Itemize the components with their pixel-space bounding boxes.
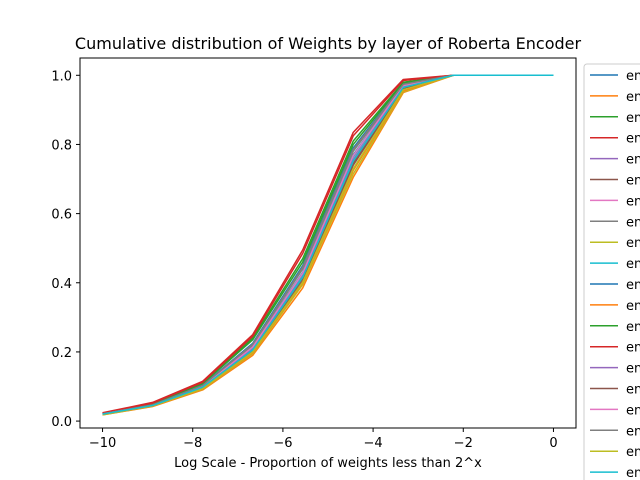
series-line-12	[102, 74, 554, 416]
legend-label-11: en	[626, 278, 640, 293]
y-tick-label-1: 0.0	[51, 415, 72, 430]
x-tick-label-6: 0	[549, 436, 557, 451]
series-line-14	[102, 74, 554, 414]
legend-label-6: en	[626, 174, 640, 189]
y-tick-label-3: 0.4	[51, 277, 72, 292]
y-tick-label-6: 1.0	[51, 69, 72, 84]
legend-label-4: en	[626, 132, 640, 147]
series-line-5	[102, 74, 554, 415]
legend-label-16: en	[626, 383, 640, 398]
y-tick-label-2: 0.2	[51, 346, 72, 361]
series-line-13	[102, 74, 554, 415]
legend-label-5: en	[626, 153, 640, 168]
series-line-19	[102, 74, 554, 416]
series-line-2	[102, 74, 554, 416]
legend-label-7: en	[626, 194, 640, 209]
legend-label-9: en	[626, 236, 640, 251]
series-line-17	[102, 74, 554, 415]
legend-label-3: en	[626, 111, 640, 126]
legend: en en en en en en en en en en en en en en en en en en en en	[583, 63, 640, 480]
x-tick-label-2: −8	[183, 436, 202, 451]
series-layer	[102, 74, 554, 416]
x-axis-label: Log Scale - Proportion of weights less t…	[174, 456, 482, 471]
x-tick-label-4: −4	[364, 436, 383, 451]
x-tick-label-3: −6	[273, 436, 292, 451]
x-tick-label-5: −2	[454, 436, 473, 451]
legend-label-19: en	[626, 445, 640, 460]
series-line-15	[102, 74, 554, 415]
chart-title: Cumulative distribution of Weights by la…	[75, 34, 582, 53]
legend-label-8: en	[626, 215, 640, 230]
series-line-18	[102, 74, 554, 415]
legend-label-12: en	[626, 299, 640, 314]
legend-label-1: en	[626, 69, 640, 84]
series-line-10	[102, 74, 554, 415]
y-tick-label-5: 0.8	[51, 138, 72, 153]
series-line-16	[102, 74, 554, 415]
series-line-20	[102, 74, 554, 415]
series-line-8	[102, 74, 554, 415]
plot-frame	[79, 57, 577, 429]
series-line-11	[102, 74, 554, 415]
legend-label-20: en	[626, 466, 640, 480]
series-line-7	[102, 74, 554, 415]
series-line-6	[102, 74, 554, 416]
series-line-4	[102, 74, 554, 414]
series-line-3	[102, 74, 554, 415]
legend-label-2: en	[626, 90, 640, 105]
legend-box	[583, 63, 640, 480]
legend-label-17: en	[626, 403, 640, 418]
series-line-1	[102, 74, 554, 415]
series-line-9	[102, 74, 554, 416]
legend-label-14: en	[626, 341, 640, 356]
legend-label-10: en	[626, 257, 640, 272]
y-axis: 0.0 0.2 0.4 0.6 0.8 1.0	[51, 69, 80, 430]
legend-label-13: en	[626, 320, 640, 335]
legend-label-18: en	[626, 424, 640, 439]
legend-label-15: en	[626, 362, 640, 377]
x-axis: −10 −8 −6 −4 −2 0	[89, 428, 558, 451]
x-tick-label-1: −10	[89, 436, 116, 451]
y-tick-label-4: 0.6	[51, 208, 72, 223]
